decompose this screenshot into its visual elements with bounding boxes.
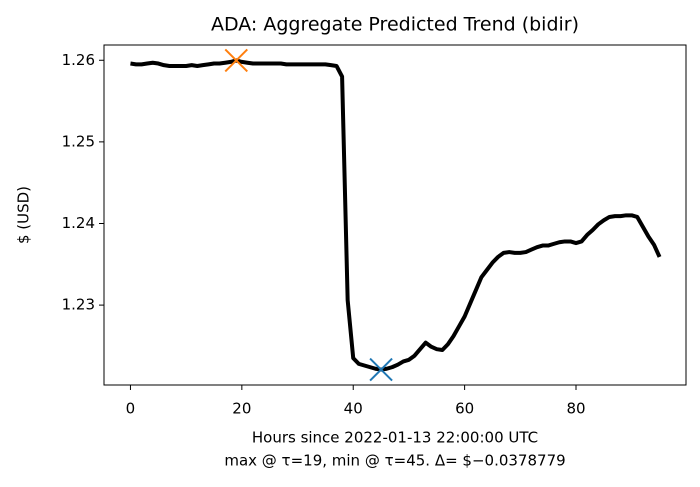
y-tick-label: 1.26 (62, 51, 95, 69)
x-tick-label: 60 (455, 400, 474, 418)
x-axis-label: Hours since 2022-01-13 22:00:00 UTC (252, 429, 538, 447)
y-tick-label: 1.23 (62, 296, 95, 314)
line (130, 58, 662, 372)
x-tick-label: 20 (232, 400, 251, 418)
y-axis-label: $ (USD) (15, 186, 33, 244)
plot-frame (103, 44, 687, 386)
marker (224, 48, 248, 73)
x-tick-label: 80 (566, 400, 585, 418)
x-tick-label: 40 (344, 400, 363, 418)
marker (369, 357, 393, 382)
chart-title: ADA: Aggregate Predicted Trend (bidir) (211, 14, 579, 36)
x-axis-note: max @ τ=19, min @ τ=45. Δ= $−0.0378779 (224, 452, 565, 470)
y-tick-label: 1.25 (62, 132, 95, 150)
y-tick-label: 1.24 (62, 214, 95, 232)
x-tick-label: 0 (126, 400, 136, 418)
